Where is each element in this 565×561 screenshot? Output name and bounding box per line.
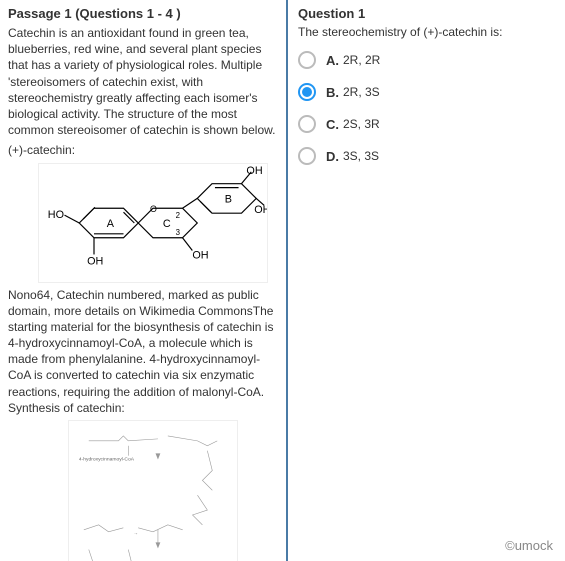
option-text: 2R, 3S xyxy=(343,85,380,99)
option-letter: D. xyxy=(326,149,339,164)
radio-a[interactable] xyxy=(298,51,316,69)
passage-para1: Catechin is an antioxidant found in gree… xyxy=(8,25,278,138)
option-letter: C. xyxy=(326,117,339,132)
svg-text:C: C xyxy=(163,217,171,229)
option-text: 2S, 3R xyxy=(343,117,380,131)
option-a[interactable]: A. 2R, 2R xyxy=(298,51,555,69)
radio-c[interactable] xyxy=(298,115,316,133)
svg-text:2: 2 xyxy=(176,211,180,220)
svg-text:OH: OH xyxy=(246,164,262,176)
radio-b[interactable] xyxy=(298,83,316,101)
option-b[interactable]: B. 2R, 3S xyxy=(298,83,555,101)
option-letter: A. xyxy=(326,53,339,68)
question-prompt: The stereochemistry of (+)-catechin is: xyxy=(298,25,555,39)
option-text: 3S, 3S xyxy=(343,149,379,163)
svg-text:3: 3 xyxy=(176,227,181,236)
synthesis-diagram-image: 4-hydroxycinnamoyl-CoA → xyxy=(68,420,238,561)
svg-text:OH: OH xyxy=(192,249,208,261)
svg-text:B: B xyxy=(225,193,232,205)
svg-text:4-hydroxycinnamoyl-CoA: 4-hydroxycinnamoyl-CoA xyxy=(79,457,135,463)
svg-text:O: O xyxy=(150,204,157,214)
svg-text:OH: OH xyxy=(254,204,267,216)
option-letter: B. xyxy=(326,85,339,100)
catechin-structure-image: A C B O 2 3 HO OH OH OH OH xyxy=(38,163,268,283)
option-c[interactable]: C. 2S, 3R xyxy=(298,115,555,133)
option-text: 2R, 2R xyxy=(343,53,380,67)
svg-text:OH: OH xyxy=(87,255,103,267)
passage-title: Passage 1 (Questions 1 - 4 ) xyxy=(8,6,278,21)
option-d[interactable]: D. 3S, 3S xyxy=(298,147,555,165)
passage-para2: Nono64, Catechin numbered, marked as pub… xyxy=(8,287,278,417)
watermark: ©umock xyxy=(505,538,553,553)
svg-text:→: → xyxy=(133,532,138,537)
passage-caption1: (+)-catechin: xyxy=(8,142,278,158)
question-panel: Question 1 The stereochemistry of (+)-ca… xyxy=(288,0,565,561)
passage-panel: Passage 1 (Questions 1 - 4 ) Catechin is… xyxy=(0,0,288,561)
radio-d[interactable] xyxy=(298,147,316,165)
question-title: Question 1 xyxy=(298,6,555,21)
svg-text:HO: HO xyxy=(48,209,64,221)
svg-text:A: A xyxy=(107,217,115,229)
